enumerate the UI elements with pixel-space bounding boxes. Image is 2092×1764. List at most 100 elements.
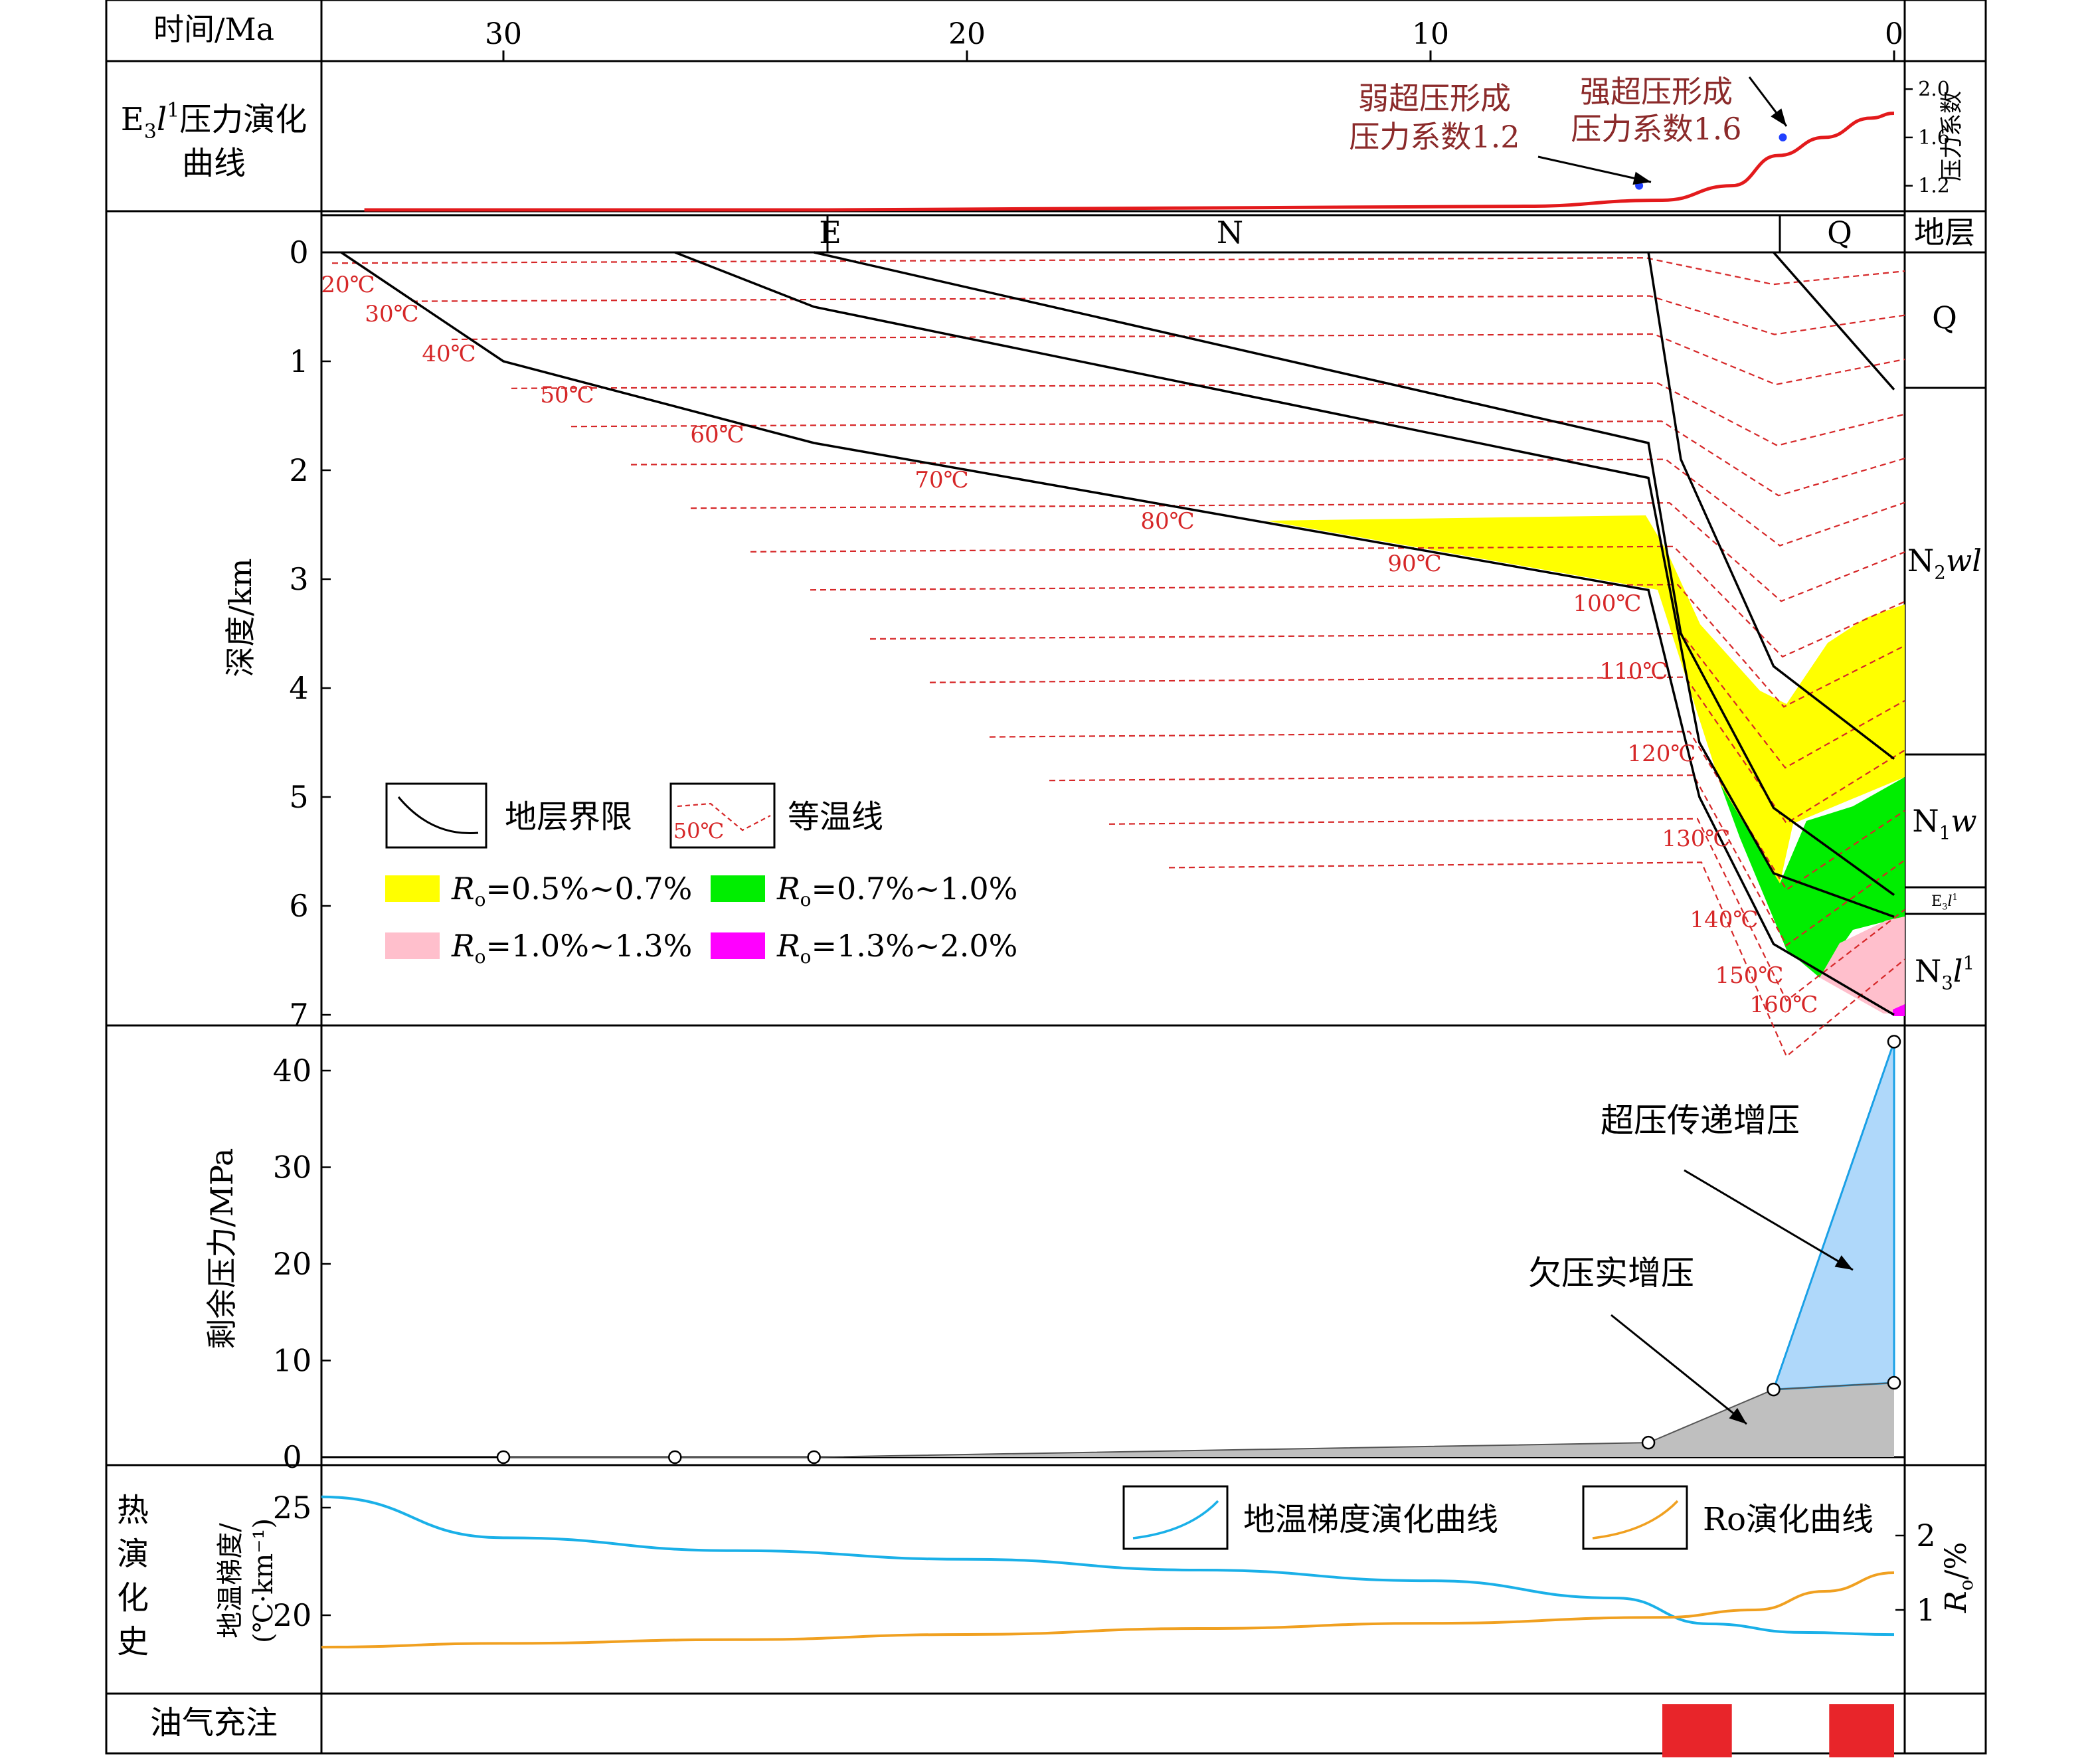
isotherm-line [1168,861,1905,1058]
excess-tick-label: 30 [273,1150,312,1186]
depth-axis-label: 深度/km [222,559,258,677]
gradient-tick-label: 25 [273,1490,312,1526]
isotherm-line [331,257,1905,286]
stratum-boundary [340,251,1895,1016]
stratum-right-label: N1w [1912,803,1976,844]
legend-ro-label: Ro=0.7%~1.0% [776,871,1017,911]
isotherm-label: 80℃ [1140,508,1194,535]
ro-zone-0.5-0.7 [1266,515,1905,883]
excess-tick-label: 10 [273,1343,312,1379]
time-tick-label: 10 [1412,17,1449,51]
excess-marker [1887,1035,1901,1049]
excess-marker [1767,1382,1781,1397]
time-tick-label: 20 [948,17,986,51]
gradient-tick-label: 20 [273,1597,312,1633]
ro-tick-label: 1 [1916,1592,1935,1628]
legend-isotherm-icon-box [669,782,776,849]
isotherm-label: 130℃ [1662,826,1731,852]
ro-axis-label: Ro/% [1939,1542,1977,1614]
transfer-annotation: 超压传递增压 [1601,1101,1800,1140]
legend-ro-label: Ro=1.0%~1.3% [451,928,692,968]
legend-ro-swatch [385,875,440,902]
pressure-right-axis-label: 压力系数 [1939,91,1965,181]
stratum-top-label: E [819,215,841,250]
transfer-arrow [1684,1169,1854,1271]
excess-tick-label: 20 [273,1246,312,1282]
isotherm-label: 140℃ [1690,907,1759,933]
isotherm-label: 50℃ [540,382,594,408]
stratum-boundary [814,251,1895,897]
strong-overpressure-arrow [1748,76,1788,127]
burial-panel: 深度/km 0 1 2 3 4 5 6 7 E N Q 地层 Q N2wl N1w E3l1 N3l1 20… [222,215,1986,1058]
isotherm-label: 160℃ [1750,992,1818,1018]
ro-zone-1.0-1.3 [1820,917,1905,1014]
weak-overpressure-coef: 压力系数1.2 [1349,119,1520,155]
depth-tick-label: 7 [289,997,308,1033]
excess-pressure-axis-label: 剩余压力/MPa [204,1148,240,1350]
stratum-boundary [1647,252,1895,760]
pressure-coefficient-curve [364,112,1895,212]
undercompaction-annotation: 欠压实增压 [1528,1254,1694,1292]
ro-zone-0.7-1.0 [1720,777,1905,978]
undercompaction-edge [503,1381,1895,1458]
stratum-boundary [1773,251,1895,391]
excess-tick-label: 40 [273,1053,312,1089]
excess-marker [496,1450,511,1464]
isotherm-label: 70℃ [915,467,968,493]
depth-tick-label: 1 [289,343,308,379]
ro-zone-1.3-2.0 [1893,1004,1905,1016]
charge-interval-bar [1662,1704,1732,1757]
time-header: 时间/Ma 30 20 10 0 [153,11,1903,61]
legend-isotherm-label: 等温线 [788,798,883,836]
charge-interval-bar [1829,1704,1894,1757]
stratum-right-label: Q [1932,300,1957,335]
isotherm-line [1049,774,1905,946]
thermal-side-char: 化 [117,1579,149,1617]
isotherm-line [810,584,1905,708]
stratum-right-label: E3l1 [1931,893,1958,912]
time-tick-label: 30 [485,17,522,51]
pressure-right-tick-label: 1.2 [1918,175,1950,198]
isotherm-label: 120℃ [1628,741,1696,767]
isotherm-label: 20℃ [321,272,375,298]
thermal-side-char: 演 [117,1536,149,1573]
pressure-panel-label: E3l1压力演化 [121,99,307,143]
excess-marker [807,1450,821,1464]
isotherm-line [1108,818,1905,1002]
depth-tick-label: 4 [289,670,308,706]
legend-gradient-icon-box [1122,1485,1229,1550]
strong-overpressure-coef: 压力系数1.6 [1571,111,1741,147]
legend-boundary-icon [397,796,479,835]
thermal-side-char: 热 [117,1492,149,1529]
isotherm-line [411,295,1905,335]
weak-overpressure-arrow [1537,155,1652,185]
legend-ro-icon [1592,1500,1679,1540]
excess-marker [1887,1375,1901,1390]
stratum-top-label: Q [1827,215,1852,250]
excess-tick-label: 0 [282,1439,302,1475]
depth-tick-label: 6 [289,888,308,924]
gradient-axis-label: 地温梯度/ [215,1523,246,1638]
legend-ro-swatch [711,932,765,959]
ro-tick-label: 2 [1916,1518,1935,1553]
undercompaction-area [814,1382,1894,1457]
excess-marker [668,1450,682,1464]
isotherm-line [451,333,1905,386]
legend-boundary-icon-box [385,782,487,849]
legend-gradient-icon [1132,1500,1219,1540]
stratum-right-label: N2wl [1907,543,1982,584]
strata-header: 地层 [1914,215,1975,250]
pressure-right-tick-label: 2.0 [1918,78,1950,101]
legend-ro-swatch [711,875,765,902]
strong-overpressure-label: 强超压形成 [1580,74,1733,110]
transfer-area [1772,1041,1895,1391]
charge-label: 油气充注 [150,1704,278,1741]
charge-panel: 油气充注 [150,1704,1894,1757]
depth-tick-label: 2 [289,452,308,488]
time-tick-label: 0 [1885,17,1903,51]
isotherm-line [630,458,1905,547]
depth-tick-label: 3 [289,561,308,597]
pressure-marker [1779,133,1787,141]
